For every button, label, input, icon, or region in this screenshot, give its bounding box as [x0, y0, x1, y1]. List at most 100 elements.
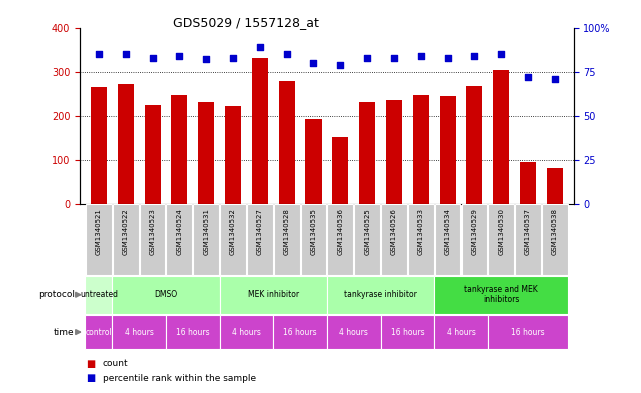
- Bar: [220, 315, 273, 349]
- Text: GSM1340526: GSM1340526: [391, 208, 397, 255]
- Bar: [440, 96, 456, 204]
- Text: 4 hours: 4 hours: [339, 328, 368, 336]
- Text: tankyrase and MEK
inhibitors: tankyrase and MEK inhibitors: [464, 285, 538, 305]
- Text: GSM1340525: GSM1340525: [364, 208, 370, 255]
- Bar: [354, 204, 380, 275]
- Text: count: count: [103, 359, 128, 368]
- Bar: [85, 315, 112, 349]
- Point: [228, 54, 238, 61]
- Bar: [273, 315, 327, 349]
- Bar: [166, 315, 220, 349]
- Text: DMSO: DMSO: [154, 290, 178, 299]
- Bar: [488, 315, 569, 349]
- Text: ■: ■: [87, 373, 96, 383]
- Text: GSM1340524: GSM1340524: [176, 208, 183, 255]
- Point: [389, 54, 399, 61]
- Point: [308, 60, 319, 66]
- Text: GSM1340537: GSM1340537: [525, 208, 531, 255]
- Text: GSM1340523: GSM1340523: [149, 208, 156, 255]
- Bar: [144, 105, 161, 204]
- Point: [523, 74, 533, 80]
- Bar: [91, 87, 107, 204]
- Bar: [488, 204, 514, 275]
- Bar: [467, 86, 483, 204]
- Text: GSM1340530: GSM1340530: [498, 208, 504, 255]
- Text: 16 hours: 16 hours: [390, 328, 424, 336]
- Text: GSM1340522: GSM1340522: [122, 208, 129, 255]
- Bar: [328, 204, 353, 275]
- Bar: [542, 204, 568, 275]
- Text: GSM1340531: GSM1340531: [203, 208, 209, 255]
- Bar: [274, 204, 299, 275]
- Point: [201, 56, 212, 62]
- Text: tankyrase inhibitor: tankyrase inhibitor: [344, 290, 417, 299]
- Point: [254, 44, 265, 50]
- Point: [281, 51, 292, 57]
- Text: 4 hours: 4 hours: [232, 328, 261, 336]
- Text: GSM1340538: GSM1340538: [552, 208, 558, 255]
- Bar: [381, 315, 434, 349]
- Bar: [327, 276, 434, 314]
- Bar: [252, 59, 268, 204]
- Bar: [434, 276, 569, 314]
- Text: GSM1340536: GSM1340536: [337, 208, 344, 255]
- Bar: [279, 81, 295, 204]
- Bar: [113, 204, 138, 275]
- Text: 16 hours: 16 hours: [283, 328, 317, 336]
- Text: ■: ■: [87, 358, 96, 369]
- Text: GSM1340534: GSM1340534: [445, 208, 451, 255]
- Bar: [85, 276, 112, 314]
- Bar: [386, 101, 402, 204]
- Bar: [408, 204, 434, 275]
- Bar: [435, 204, 460, 275]
- Point: [174, 53, 185, 59]
- Text: GSM1340528: GSM1340528: [284, 208, 290, 255]
- Bar: [493, 70, 510, 204]
- Bar: [167, 204, 192, 275]
- Bar: [332, 137, 348, 204]
- Text: untreated: untreated: [80, 290, 118, 299]
- Text: GSM1340532: GSM1340532: [230, 208, 236, 255]
- Bar: [225, 106, 241, 204]
- Text: GSM1340535: GSM1340535: [310, 208, 317, 255]
- Point: [415, 53, 426, 59]
- Bar: [112, 276, 220, 314]
- Bar: [112, 315, 166, 349]
- Text: GSM1340529: GSM1340529: [471, 208, 478, 255]
- Point: [362, 54, 372, 61]
- Bar: [306, 119, 322, 204]
- Bar: [194, 204, 219, 275]
- Text: control: control: [85, 328, 112, 336]
- Bar: [301, 204, 326, 275]
- Bar: [220, 204, 246, 275]
- Bar: [86, 204, 112, 275]
- Bar: [462, 204, 487, 275]
- Bar: [198, 102, 214, 204]
- Bar: [515, 204, 541, 275]
- Point: [550, 75, 560, 82]
- Point: [469, 53, 479, 59]
- Text: 16 hours: 16 hours: [176, 328, 210, 336]
- Text: GDS5029 / 1557128_at: GDS5029 / 1557128_at: [173, 16, 319, 29]
- Bar: [247, 204, 272, 275]
- Text: GSM1340527: GSM1340527: [257, 208, 263, 255]
- Bar: [359, 102, 375, 204]
- Bar: [327, 315, 381, 349]
- Bar: [118, 84, 134, 204]
- Bar: [434, 315, 488, 349]
- Bar: [171, 95, 187, 204]
- Text: percentile rank within the sample: percentile rank within the sample: [103, 374, 256, 382]
- Text: time: time: [54, 328, 75, 336]
- Point: [121, 51, 131, 57]
- Point: [94, 51, 104, 57]
- Bar: [520, 162, 536, 204]
- Text: 4 hours: 4 hours: [125, 328, 154, 336]
- Point: [442, 54, 453, 61]
- Bar: [220, 276, 327, 314]
- Bar: [413, 95, 429, 204]
- Text: 4 hours: 4 hours: [447, 328, 476, 336]
- Bar: [381, 204, 407, 275]
- Text: 16 hours: 16 hours: [512, 328, 545, 336]
- Point: [496, 51, 506, 57]
- Bar: [547, 168, 563, 204]
